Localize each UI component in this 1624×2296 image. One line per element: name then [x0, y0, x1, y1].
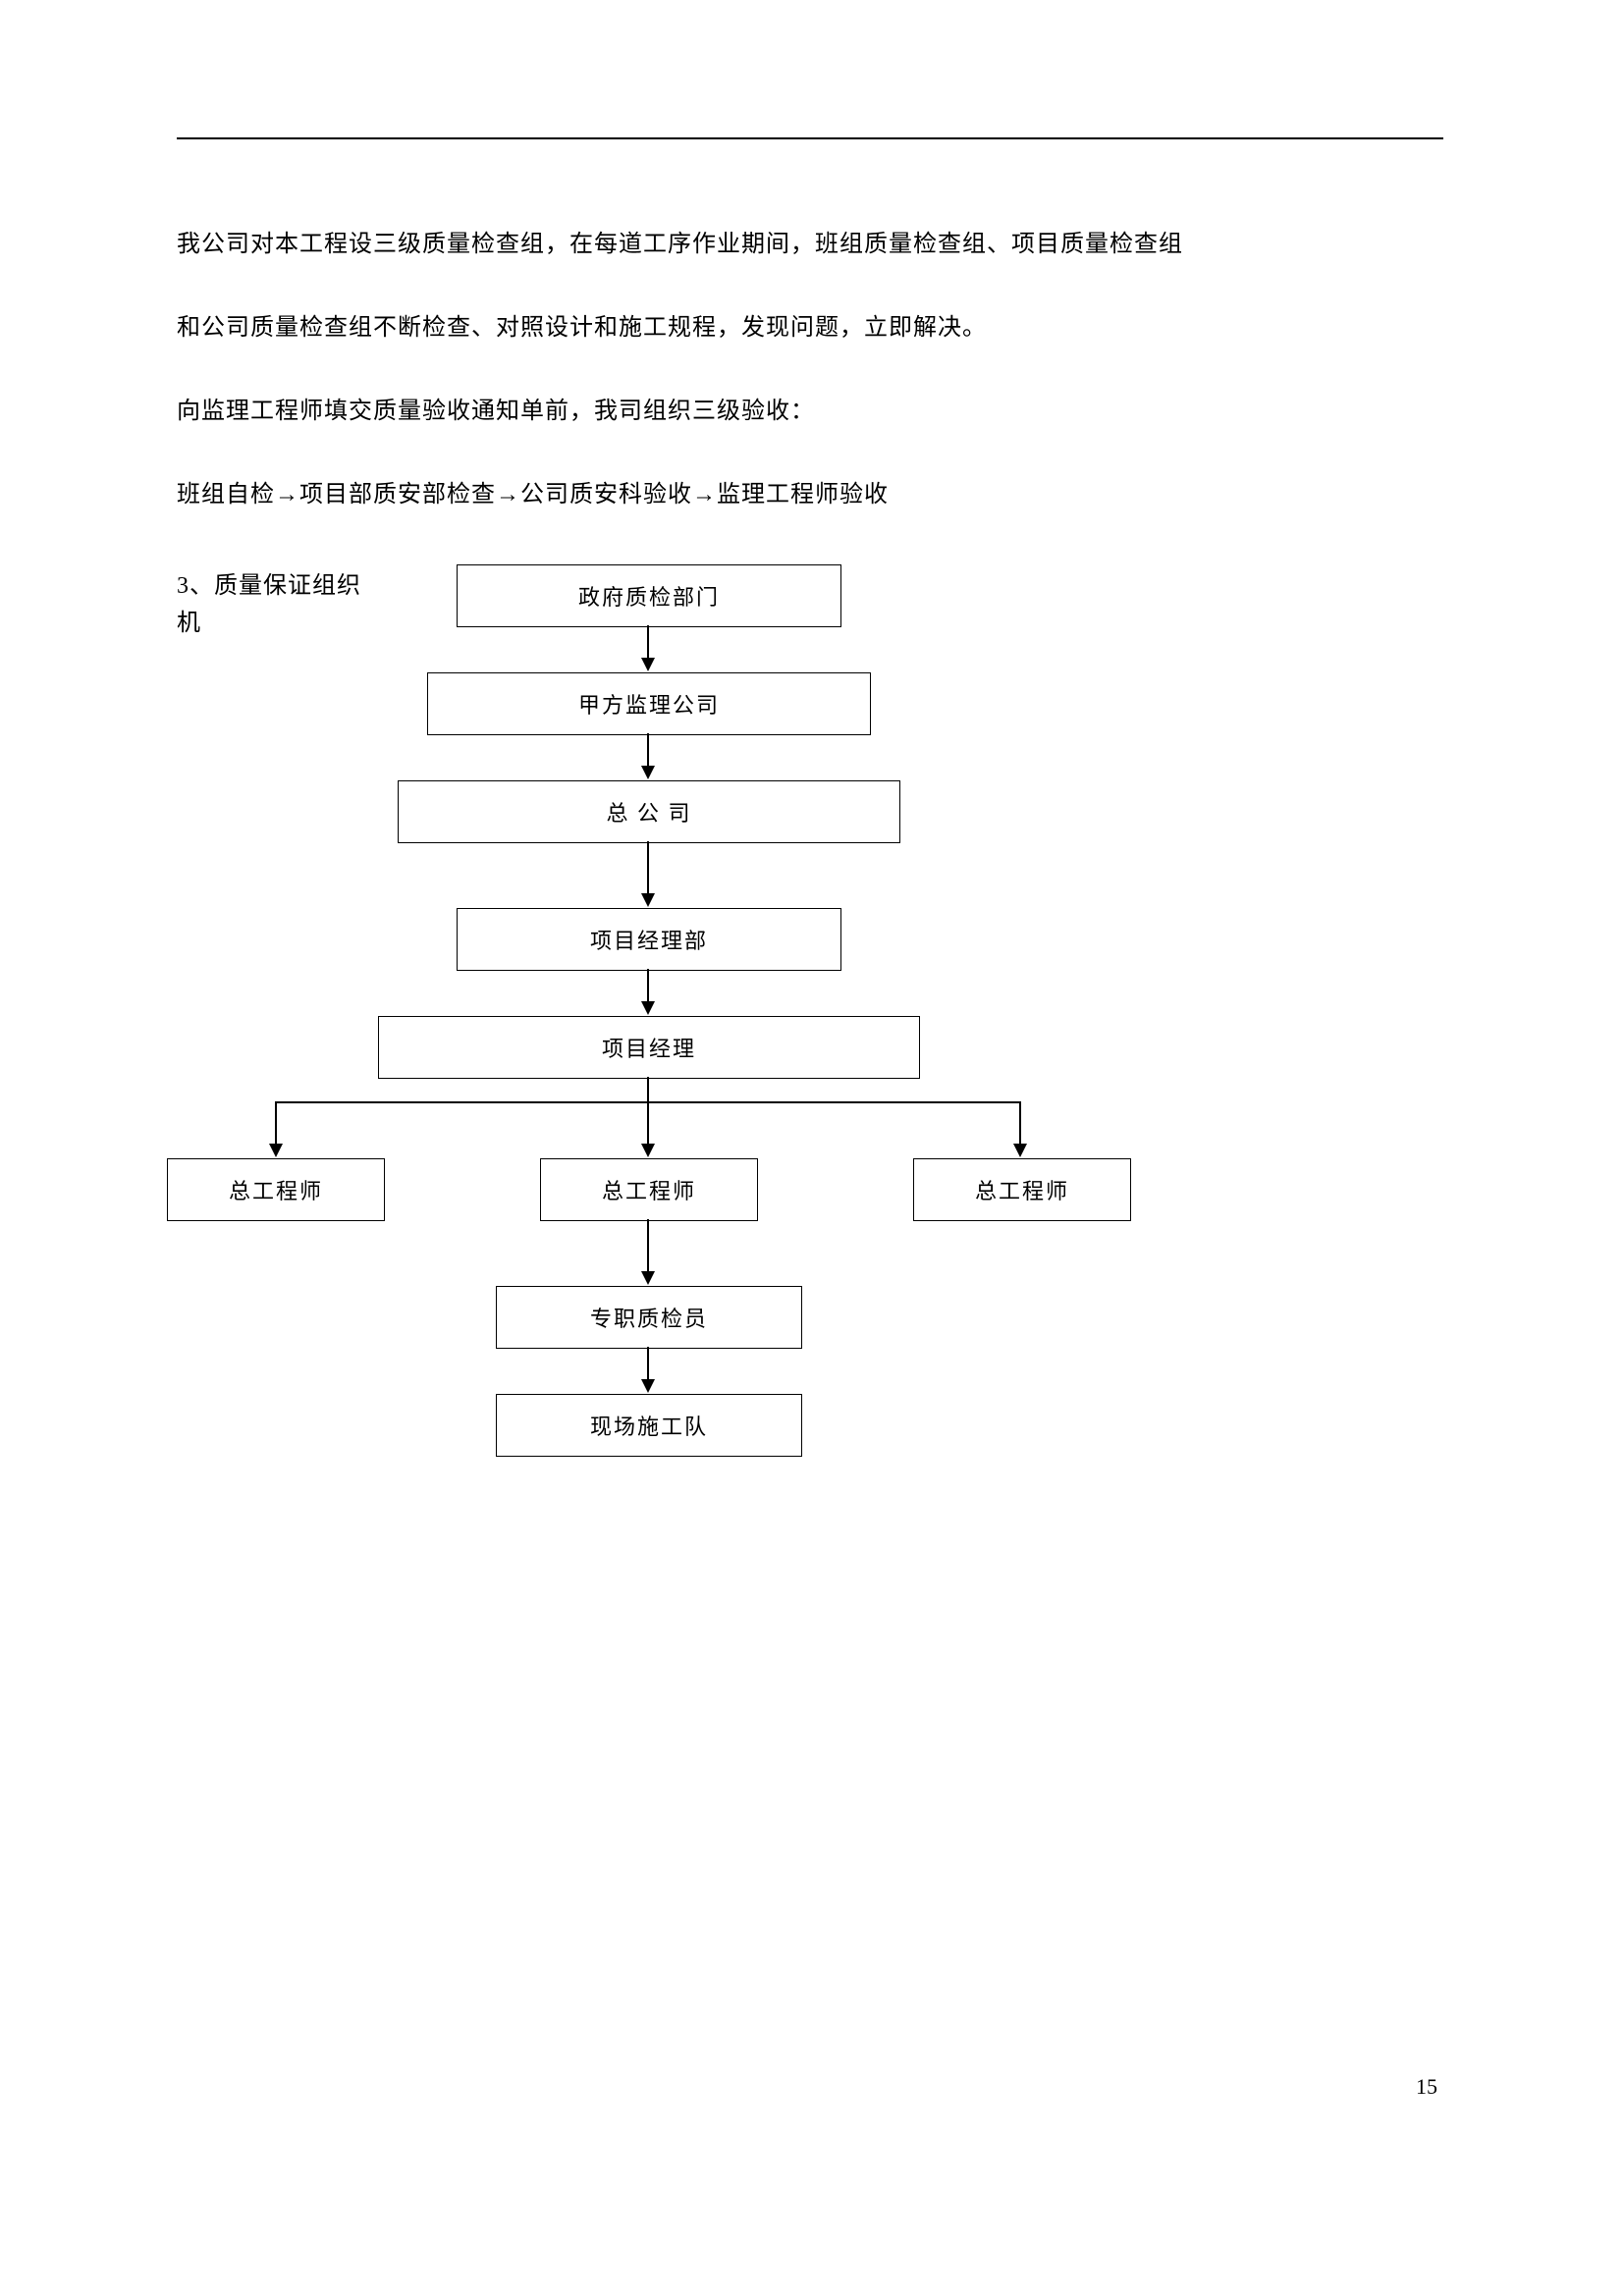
arrow-icon: [641, 1144, 655, 1157]
connector: [647, 733, 649, 768]
arrow-icon: [1013, 1144, 1027, 1157]
node-label: 项目经理: [602, 1032, 696, 1063]
node-label: 专职质检员: [590, 1302, 708, 1333]
connector: [647, 1101, 649, 1146]
page-top-border: [177, 137, 1443, 139]
arrow-icon: [269, 1144, 283, 1157]
node-project-manager: 项目经理: [378, 1016, 920, 1079]
arrow-icon: [641, 1271, 655, 1285]
node-label: 总工程师: [975, 1174, 1069, 1205]
node-label: 总工程师: [229, 1174, 323, 1205]
connector: [647, 841, 649, 895]
connector: [275, 1101, 277, 1146]
arrow-icon: [641, 1379, 655, 1393]
org-flowchart: 政府质检部门 甲方监理公司 总 公 司 项目经理部 项目经理 总工程师 总工程师…: [177, 564, 1159, 1644]
node-engineer-left: 总工程师: [167, 1158, 385, 1221]
connector: [647, 1077, 649, 1101]
node-site-team: 现场施工队: [496, 1394, 802, 1457]
node-qc-inspector: 专职质检员: [496, 1286, 802, 1349]
connector: [647, 1219, 649, 1273]
paragraph-2: 和公司质量检查组不断检查、对照设计和施工规程，发现问题，立即解决。: [177, 309, 1443, 347]
paragraph-3: 向监理工程师填交质量验收通知单前，我司组织三级验收：: [177, 393, 1443, 430]
node-project-dept: 项目经理部: [457, 908, 841, 971]
node-label: 总工程师: [602, 1174, 696, 1205]
node-label: 项目经理部: [590, 924, 708, 955]
node-label: 现场施工队: [590, 1410, 708, 1441]
arrow-icon: [641, 893, 655, 907]
node-gov-qc: 政府质检部门: [457, 564, 841, 627]
node-engineer-right: 总工程师: [913, 1158, 1131, 1221]
node-supervisor: 甲方监理公司: [427, 672, 871, 735]
arrow-icon: [641, 1001, 655, 1015]
paragraph-4: 班组自检→项目部质安部检查→公司质安科验收→监理工程师验收: [177, 476, 1443, 513]
paragraph-1: 我公司对本工程设三级质量检查组，在每道工序作业期间，班组质量检查组、项目质量检查…: [177, 226, 1443, 263]
node-label: 政府质检部门: [578, 580, 720, 612]
node-label: 甲方监理公司: [578, 688, 720, 720]
connector: [647, 625, 649, 660]
node-head-company: 总 公 司: [398, 780, 900, 843]
page-number: 15: [1416, 2074, 1437, 2100]
connector: [647, 969, 649, 1003]
node-label: 总 公 司: [606, 796, 691, 828]
connector: [1019, 1101, 1021, 1146]
connector: [647, 1347, 649, 1381]
arrow-icon: [641, 658, 655, 671]
arrow-icon: [641, 766, 655, 779]
node-engineer-center: 总工程师: [540, 1158, 758, 1221]
